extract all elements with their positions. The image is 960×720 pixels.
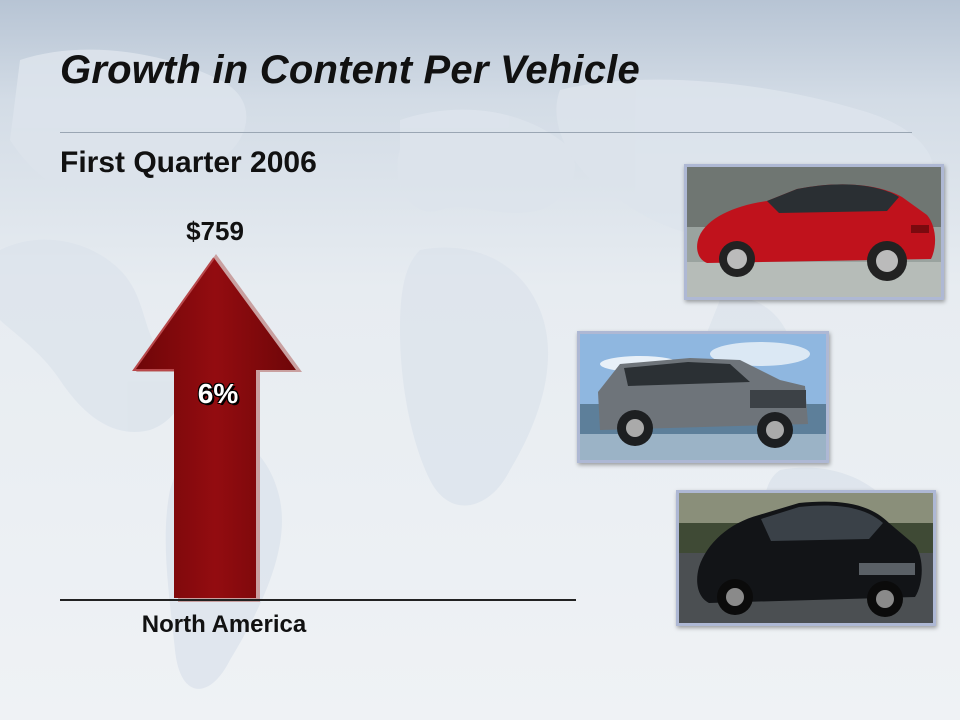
black-sedan-photo — [676, 490, 936, 626]
growth-arrow-icon — [132, 254, 302, 602]
chart-baseline — [60, 599, 576, 601]
growth-percent-label: 6% — [197, 378, 239, 409]
category-label: North America — [141, 611, 307, 638]
red-sedan-photo — [684, 164, 944, 300]
slide-title: Growth in Content Per Vehicle — [60, 48, 640, 92]
value-label: $759 — [186, 216, 244, 246]
slide-subtitle: First Quarter 2006 — [60, 146, 317, 179]
gray-suv-photo — [577, 331, 829, 463]
title-divider — [60, 132, 912, 133]
